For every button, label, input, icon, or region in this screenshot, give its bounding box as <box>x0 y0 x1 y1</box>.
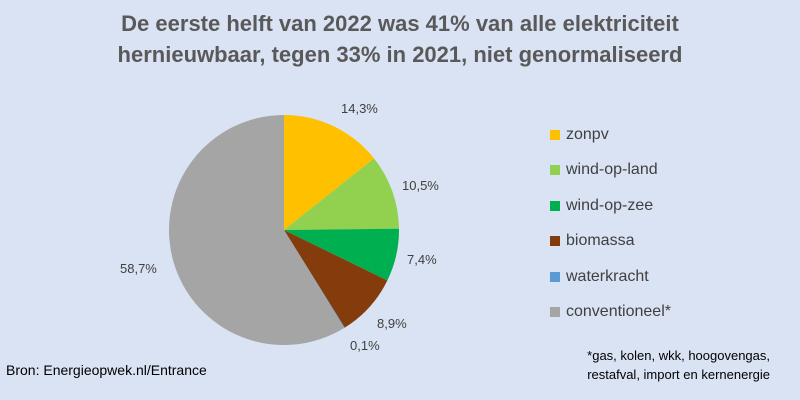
legend-item-biomassa: biomassa <box>550 224 671 260</box>
pie-slice-waterkracht <box>284 230 345 329</box>
legend-label: wind-op-zee <box>566 196 654 214</box>
legend-item-wind-op-land: wind-op-land <box>550 153 671 189</box>
pie-slice-wind-op-land <box>284 158 399 230</box>
chart-title-line-2: hernieuwbaar, tegen 33% in 2021, niet ge… <box>117 42 683 67</box>
legend-label: wind-op-land <box>566 161 658 179</box>
pie-slice-biomassa <box>284 230 388 328</box>
legend: zonpv wind-op-land wind-op-zee biomassa … <box>550 117 671 330</box>
legend-label: waterkracht <box>566 267 649 285</box>
pie-slice-wind-op-zee <box>284 228 399 281</box>
legend-label: conventioneel* <box>566 303 671 321</box>
legend-swatch-wind-op-zee <box>550 200 560 211</box>
chart-title-line-1: De eerste helft van 2022 was 41% van all… <box>121 11 679 36</box>
legend-swatch-zonpv <box>550 129 560 140</box>
pie-slice-zonpv <box>284 115 375 230</box>
legend-label: biomassa <box>566 232 635 250</box>
footnote-line-1: *gas, kolen, wkk, hoogovengas, <box>587 348 770 363</box>
slice-label-wind-op-land: 10,5% <box>402 178 439 193</box>
legend-item-waterkracht: waterkracht <box>550 259 671 295</box>
slice-label-conventioneel: 58,7% <box>120 261 157 276</box>
slice-label-biomassa: 8,9% <box>377 316 407 331</box>
legend-swatch-conventioneel <box>550 307 560 318</box>
chart-title: De eerste helft van 2022 was 41% van all… <box>0 8 800 70</box>
footnote-line-2: restafval, import en kernenergie <box>587 367 770 382</box>
slice-label-zonpv: 14,3% <box>341 101 378 116</box>
legend-swatch-biomassa <box>550 236 560 247</box>
legend-swatch-wind-op-land <box>550 165 560 176</box>
source-note: Bron: Energieopwek.nl/Entrance <box>6 362 207 378</box>
footnote: *gas, kolen, wkk, hoogovengas, restafval… <box>510 346 770 384</box>
legend-item-wind-op-zee: wind-op-zee <box>550 188 671 224</box>
slice-label-waterkracht: 0,1% <box>350 338 380 353</box>
pie-slice-conventioneel <box>168 115 345 346</box>
legend-item-conventioneel: conventioneel* <box>550 295 671 331</box>
legend-item-zonpv: zonpv <box>550 117 671 153</box>
legend-label: zonpv <box>566 125 609 143</box>
slice-label-wind-op-zee: 7,4% <box>407 252 437 267</box>
legend-swatch-waterkracht <box>550 271 560 282</box>
